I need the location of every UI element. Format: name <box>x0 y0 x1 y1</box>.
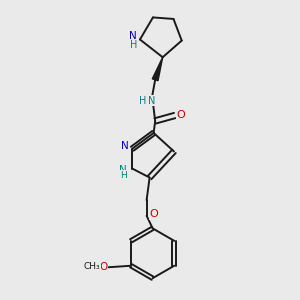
Polygon shape <box>152 57 163 81</box>
Text: N: N <box>148 96 155 106</box>
Text: N: N <box>119 165 127 175</box>
Text: N: N <box>130 31 137 41</box>
Text: H: H <box>130 40 137 50</box>
Text: N: N <box>121 141 129 151</box>
Text: O: O <box>176 110 185 120</box>
Text: CH₃: CH₃ <box>84 262 101 271</box>
Text: H: H <box>140 96 147 106</box>
Text: O: O <box>150 209 158 219</box>
Text: H: H <box>120 171 127 180</box>
Text: O: O <box>100 262 108 272</box>
